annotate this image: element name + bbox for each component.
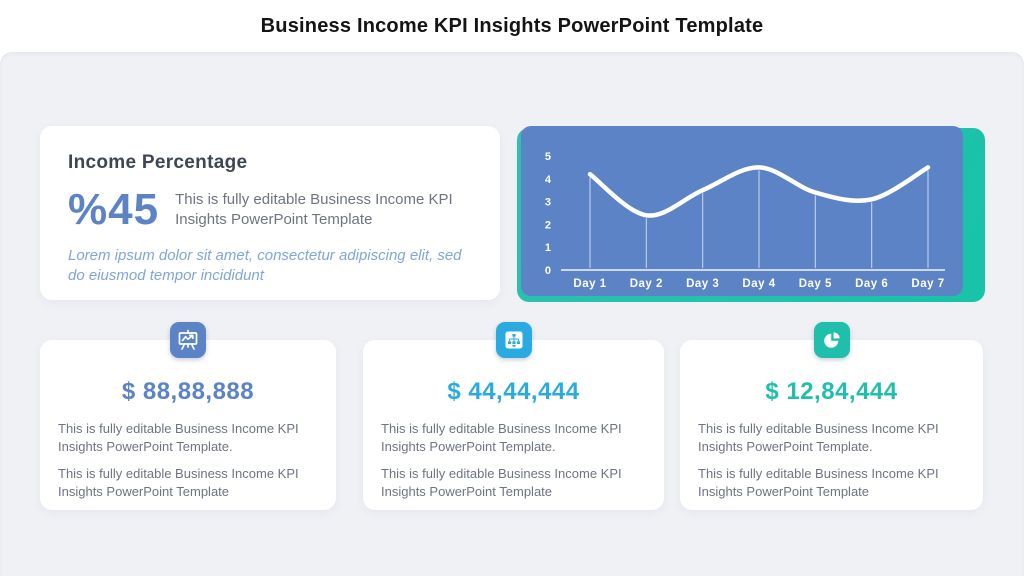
svg-text:3: 3 xyxy=(545,197,551,209)
svg-text:Day 1: Day 1 xyxy=(573,278,606,290)
kpi-value-3: $ 12,84,444 xyxy=(765,378,898,405)
svg-text:5: 5 xyxy=(545,151,551,163)
kpi-card-1: $ 88,88,888 This is fully editable Busin… xyxy=(40,322,336,510)
kpi-paragraph: This is fully editable Business Income K… xyxy=(58,466,299,499)
kpi-paragraph: This is fully editable Business Income K… xyxy=(381,466,622,499)
svg-text:Day 3: Day 3 xyxy=(686,278,719,290)
kpi-card-3: $ 12,84,444 This is fully editable Busin… xyxy=(680,322,983,510)
kpi-card-2: $ 44,44,444 This is fully editable Busin… xyxy=(363,322,664,510)
kpi-value-2: $ 44,44,444 xyxy=(447,378,580,405)
kpi-paragraph: This is fully editable Business Income K… xyxy=(58,421,299,454)
income-card-quote: Lorem ipsum dolor sit amet, consectetur … xyxy=(68,247,462,284)
svg-text:Day 7: Day 7 xyxy=(911,278,944,290)
kpi-paragraph: This is fully editable Business Income K… xyxy=(381,421,622,454)
income-card-title: Income Percentage xyxy=(68,152,248,173)
svg-text:0: 0 xyxy=(545,265,551,277)
kpi-paragraph: This is fully editable Business Income K… xyxy=(698,466,939,499)
kpi-paragraph: This is fully editable Business Income K… xyxy=(698,421,939,454)
content-sheet: Income Percentage %45 This is fully edit… xyxy=(0,52,1024,576)
svg-text:Day 4: Day 4 xyxy=(742,278,775,290)
weekly-income-chart-panel: 0 1 2 3 4 5 Day 1 Day 2 Day 3 Day 4 Day 5 Day 6 Day … xyxy=(521,126,963,296)
svg-text:2: 2 xyxy=(545,219,551,231)
svg-text:1: 1 xyxy=(545,242,551,254)
page-title: Business Income KPI Insights PowerPoint … xyxy=(260,14,764,37)
svg-text:Day 2: Day 2 xyxy=(630,278,663,290)
income-percentage-value: %45 xyxy=(68,185,160,234)
org-chart-icon xyxy=(495,322,532,358)
svg-text:4: 4 xyxy=(545,174,552,186)
income-percentage-card: Income Percentage %45 This is fully edit… xyxy=(40,126,500,300)
slide-header: Business Income KPI Insights PowerPoint … xyxy=(0,0,1024,52)
pie-chart-icon xyxy=(813,322,850,358)
presentation-chart-icon xyxy=(170,322,206,358)
income-line-chart: 0 1 2 3 4 5 Day 1 Day 2 Day 3 Day 4 Day 5 Day 6 Day … xyxy=(545,151,945,290)
income-card-description: This is fully editable Business Income K… xyxy=(175,191,453,228)
kpi-value-1: $ 88,88,888 xyxy=(121,378,255,405)
svg-text:Day 5: Day 5 xyxy=(799,278,832,290)
svg-text:Day 6: Day 6 xyxy=(855,278,888,290)
